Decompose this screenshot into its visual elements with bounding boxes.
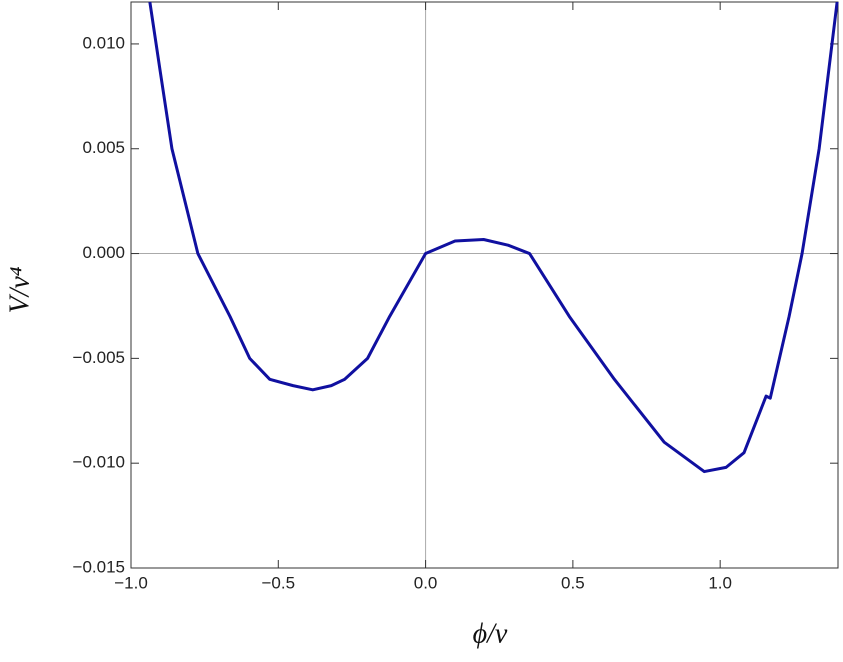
x-tick-label: 1.0 xyxy=(708,573,732,592)
x-tick-label: −0.5 xyxy=(262,573,296,592)
x-tick-label: −1.0 xyxy=(114,573,148,592)
x-tick-label: 0.5 xyxy=(561,573,585,592)
curve xyxy=(148,1,839,474)
y-tick-label: −0.010 xyxy=(73,453,125,472)
x-axis-label: ϕ/ν xyxy=(473,618,508,649)
y-tick-label: 0.000 xyxy=(82,243,125,262)
x-tick-label: 0.0 xyxy=(414,573,438,592)
y-tick-label: −0.005 xyxy=(73,348,125,367)
y-axis-label: V/ν⁴ xyxy=(4,266,35,313)
y-tick-label: 0.005 xyxy=(82,138,125,157)
y-tick-label: −0.015 xyxy=(73,557,125,576)
plot-frame xyxy=(130,1,839,569)
y-tick-label: 0.010 xyxy=(82,33,125,52)
